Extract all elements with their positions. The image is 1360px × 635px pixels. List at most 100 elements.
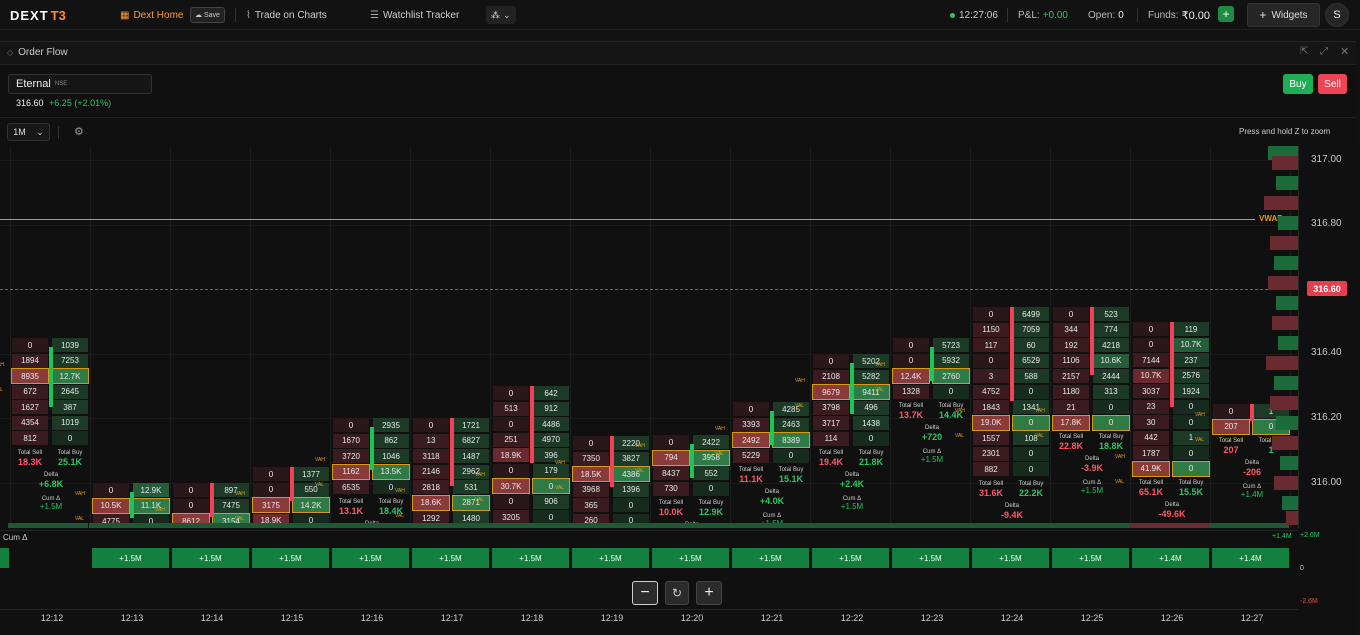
grid-icon: ▦	[120, 9, 130, 21]
symbol-search[interactable]: Eternal NSE	[8, 74, 152, 94]
cum-delta-cell: +1.5M	[652, 548, 729, 568]
grid-line	[410, 146, 411, 528]
delta-value: +720	[921, 432, 943, 442]
sell-volume-cell: 10.7K	[1133, 368, 1169, 383]
panel-header	[0, 42, 1356, 65]
avatar[interactable]: S	[1325, 3, 1349, 27]
vah-label: VAH	[1195, 412, 1205, 418]
sell-volume-cell: 18.9K	[493, 448, 529, 462]
tab-label: Dext Home	[133, 9, 184, 21]
buy-volume-cell: 912	[533, 401, 569, 416]
buy-button[interactable]: Buy	[1283, 74, 1313, 94]
buy-volume-cell: 10.7K	[1173, 337, 1209, 352]
sell-volume-cell: 8437	[653, 466, 689, 480]
buy-volume-cell: 3827	[613, 451, 649, 466]
minus-icon: −	[640, 584, 650, 601]
sell-volume-cell: 251	[493, 432, 529, 447]
grid-line	[650, 146, 651, 528]
cum-delta-cell: +1.5M	[252, 548, 329, 568]
total-sell-label: Total Sell	[1058, 434, 1084, 440]
volume-profile-bar	[1264, 196, 1298, 210]
sell-volume-cell: 0	[493, 463, 529, 478]
sell-volume-cell: 6535	[333, 480, 369, 494]
grid-line	[0, 160, 1298, 161]
cum-delta-cell: +1.5M	[492, 548, 569, 568]
candle-body	[1090, 307, 1094, 376]
sell-volume-cell: 0	[93, 483, 129, 497]
grid-line	[90, 146, 91, 528]
candle-body	[530, 386, 534, 463]
symbol-name: Eternal	[16, 78, 51, 90]
delta-value: -3.9K	[1080, 463, 1103, 473]
total-sell-value: 207	[1223, 445, 1239, 455]
price-tick: 316.20	[1311, 412, 1342, 423]
reset-zoom-button[interactable]: ↻	[665, 581, 689, 605]
cum-delta-cell	[0, 548, 9, 568]
sell-volume-cell: 3118	[413, 449, 449, 463]
time-tick: 12:26	[1160, 613, 1184, 623]
sell-volume-cell: 1787	[1133, 446, 1169, 460]
zoom-in-button[interactable]: +	[696, 581, 722, 605]
buy-volume-cell: 862	[373, 433, 409, 448]
total-buy-label: Total Buy	[778, 467, 804, 473]
price-tick: 316.00	[1311, 477, 1342, 488]
interval-select[interactable]: 1M ⌄	[7, 123, 50, 141]
sell-volume-cell: 1670	[333, 433, 369, 448]
grid-line	[570, 146, 571, 528]
buy-volume-cell: 0	[1013, 462, 1049, 476]
buy-volume-cell: 4386	[612, 466, 650, 482]
tab-watchlist-tracker[interactable]: ☰ Watchlist Tracker	[370, 0, 459, 30]
sell-volume-cell: 0	[413, 418, 449, 432]
buy-volume-cell: 10.6K	[1093, 353, 1129, 368]
cum-delta-cell: +1.5M	[892, 548, 969, 568]
sell-volume-cell: 5229	[733, 448, 769, 463]
volume-profile-bar	[1280, 456, 1298, 470]
buy-volume-cell: 14.2K	[292, 497, 330, 513]
candle-body	[690, 444, 694, 479]
widgets-button[interactable]: + Widgets	[1247, 3, 1320, 27]
tab-dext-home[interactable]: ▦ Dext Home	[120, 0, 183, 30]
layout-dropdown[interactable]: ⁂ ⌄	[486, 0, 516, 30]
sell-button[interactable]: Sell	[1318, 74, 1347, 94]
buy-volume-cell: 0	[1173, 415, 1209, 429]
funds: Funds: ₹0.00	[1148, 0, 1210, 30]
sell-volume-cell: 0	[493, 386, 529, 400]
save-button[interactable]: ☁ Save	[190, 0, 225, 30]
price-axis[interactable]: 317.00 316.80 316.40 316.20 316.00 316.6…	[1298, 146, 1360, 528]
sell-volume-cell: 1843	[973, 400, 1009, 414]
vah-label: VAH	[635, 443, 645, 449]
sell-volume-cell: 672	[12, 384, 48, 399]
buy-volume-cell: 496	[853, 400, 889, 415]
buy-volume-cell: 0	[1092, 414, 1130, 431]
sell-volume-cell: 3037	[1133, 384, 1169, 398]
close-icon[interactable]: ✕	[1340, 46, 1350, 58]
price-tick: 317.00	[1311, 154, 1342, 165]
buy-volume-cell: 0	[693, 481, 729, 496]
settings-gear-icon[interactable]: ⚙	[74, 126, 84, 138]
volume-bar	[649, 523, 729, 528]
val-label: VAL	[795, 402, 805, 409]
total-buy-label: Total Buy	[938, 403, 964, 409]
popout-icon[interactable]: ⇱	[1300, 46, 1309, 57]
sell-volume-cell: 7350	[573, 451, 609, 466]
sell-volume-cell: 0	[573, 436, 609, 450]
buy-volume-cell: 0	[52, 431, 88, 445]
volume-profile-bar	[1268, 276, 1298, 290]
volume-bar	[329, 523, 409, 528]
vwap-line	[0, 219, 1255, 220]
buy-volume-cell: 0	[933, 384, 969, 399]
tab-label: Trade on Charts	[254, 9, 327, 21]
sell-volume-cell: 0	[973, 307, 1009, 321]
zoom-out-button[interactable]: −	[632, 581, 658, 605]
footprint-chart[interactable]: VWAP 0 1039 1894 7253 8935 12.7K 672 2645 1627 387…	[0, 146, 1298, 528]
expand-icon[interactable]: ⤢	[1320, 46, 1328, 57]
total-buy-value: 18.4K	[378, 505, 404, 516]
total-buy-value: 18.8K	[1098, 441, 1124, 451]
buy-volume-cell: 1487	[453, 449, 489, 463]
grid-line	[890, 146, 891, 528]
drag-handle-icon[interactable]: ◇	[7, 48, 14, 57]
time-tick: 12:16	[360, 613, 384, 623]
tab-trade-on-charts[interactable]: ⌇ Trade on Charts	[246, 0, 327, 30]
add-funds-button[interactable]: +	[1218, 6, 1234, 22]
val-label: VAL	[635, 468, 645, 474]
